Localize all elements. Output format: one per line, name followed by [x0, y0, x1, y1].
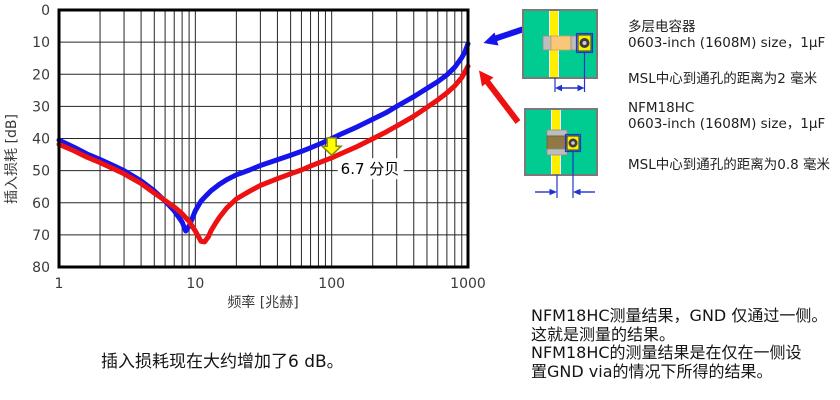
y-tick-label: 10: [32, 35, 50, 51]
y-tick-label: 0: [41, 3, 50, 19]
mlcc-board-diagram: [522, 9, 598, 92]
y-tick-label: 30: [32, 99, 50, 115]
capacitor-terminal-top: [546, 129, 568, 137]
y-tick-label: 40: [32, 132, 50, 148]
x-tick-label: 1000: [450, 276, 486, 292]
annotation-background: [337, 158, 404, 180]
capacitor-body: [550, 35, 572, 51]
via-hole-center: [571, 141, 575, 145]
capacitor-terminal-left: [542, 35, 552, 51]
mlcc-size: 0603-inch (1608M) size，1μF: [628, 34, 826, 51]
bottom-left-caption: 插入损耗现在大约增加了6 dB。: [101, 352, 344, 372]
x-tick-label: 1: [55, 276, 64, 292]
x-axis-label: 频率 [兆赫]: [227, 294, 298, 311]
delta-arrow: [320, 137, 344, 157]
plot-border: [57, 8, 470, 269]
caption-line: 置GND via的情况下所得的结果。: [531, 361, 773, 381]
via-highlight-box: [564, 133, 582, 153]
y-tick-label: 20: [32, 67, 50, 83]
dimension-arrowhead-right: [573, 188, 581, 196]
dimension-arrowhead-left: [555, 84, 562, 92]
mlcc-title: 多层电容器: [628, 19, 696, 35]
capacitor-body: [546, 135, 568, 150]
nfm-msl-distance: MSL中心到通孔的距离为0.8 毫米: [628, 157, 830, 173]
y-tick-label: 70: [32, 228, 50, 244]
mlcc-callout-text: 多层电容器 0603-inch (1608M) size，1μF: [628, 19, 826, 52]
caption-line: NFM18HC的测量结果是在仅在一侧设: [531, 343, 802, 363]
dimension-arrowhead-left: [549, 188, 557, 196]
caption-line: NFM18HC测量结果，GND 仅通过一侧。: [531, 306, 828, 325]
caption-line: 这就是测量的结果。: [531, 324, 676, 344]
y-axis-label: 插入损耗 [dB]: [4, 114, 20, 204]
y-tick-label: 60: [32, 196, 50, 212]
nfm-title: NFM18HC: [628, 100, 695, 116]
annotation-label: 6.7 分贝: [341, 160, 400, 178]
insertion-loss-chart: 1 10 100 1000 0 10 20 30 40 50 60 70 80 6.7 分贝 插入损耗 [d…: [4, 3, 486, 311]
dimension-arrowhead-right: [577, 84, 585, 92]
nfm-size: 0603-inch (1608M) size，1μF: [628, 115, 826, 132]
capacitor-terminal-bottom: [546, 148, 568, 156]
bottom-right-caption: NFM18HC测量结果，GND 仅通过一侧。 这就是测量的结果。 NFM18HC…: [531, 306, 828, 381]
mlcc-msl-distance: MSL中心到通孔的距离为2 毫米: [628, 71, 818, 87]
x-tick-label: 100: [318, 276, 345, 292]
x-tick-label: 10: [186, 276, 204, 292]
y-tick-label: 50: [32, 164, 50, 180]
curve-series-1: [56, 63, 471, 245]
via-hole-center: [582, 41, 587, 45]
y-tick-label: 80: [32, 260, 50, 276]
nfm-board-diagram: [524, 108, 598, 198]
nfm-callout-text: NFM18HC 0603-inch (1608M) size，1μF: [628, 100, 826, 133]
